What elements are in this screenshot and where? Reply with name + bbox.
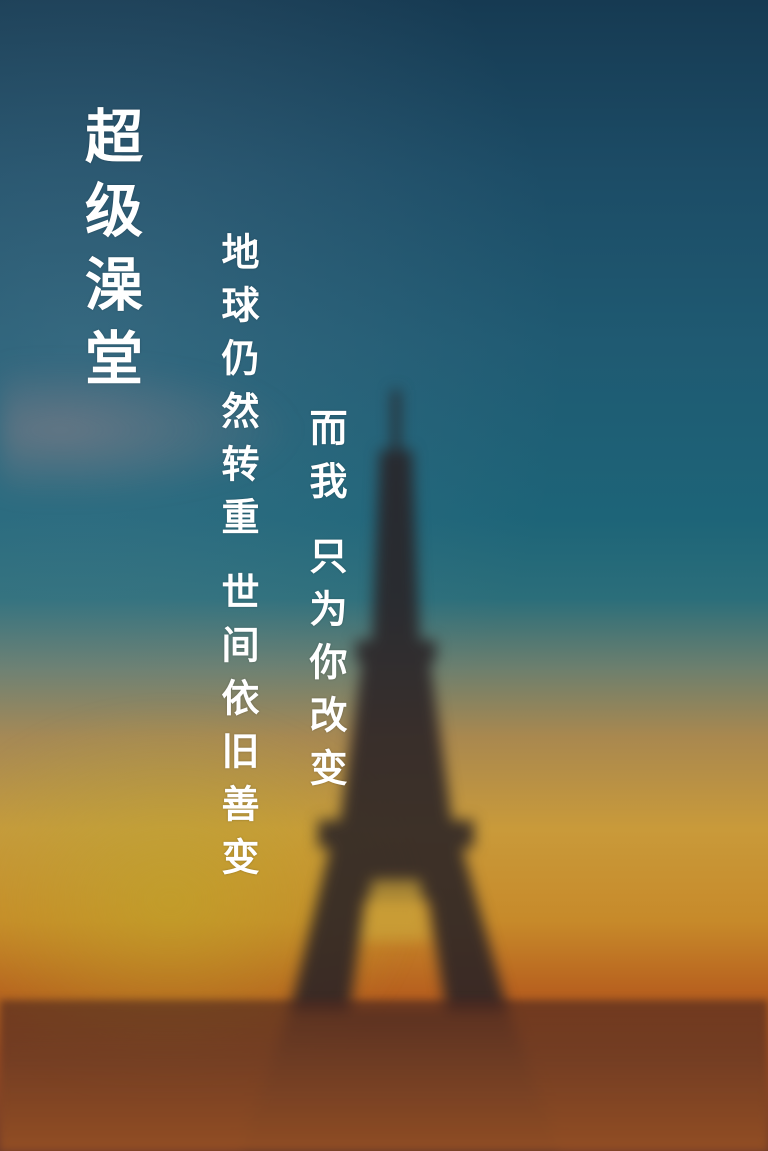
verse-line-b-part1: 而我 <box>303 408 348 514</box>
verse-line-a: 地球仍然转重世间依旧善变 <box>215 232 260 890</box>
verse-line-a-part1: 地球仍然转重 <box>215 232 260 550</box>
ground-plaza <box>0 1000 768 1151</box>
verse-line-b: 而我只为你改变 <box>303 408 348 801</box>
verse-line-b-part2: 只为你改变 <box>303 536 348 801</box>
cloud-band <box>0 360 300 500</box>
poster-title: 超级澡堂 <box>75 106 143 402</box>
verse-line-a-part2: 世间依旧善变 <box>215 572 260 890</box>
